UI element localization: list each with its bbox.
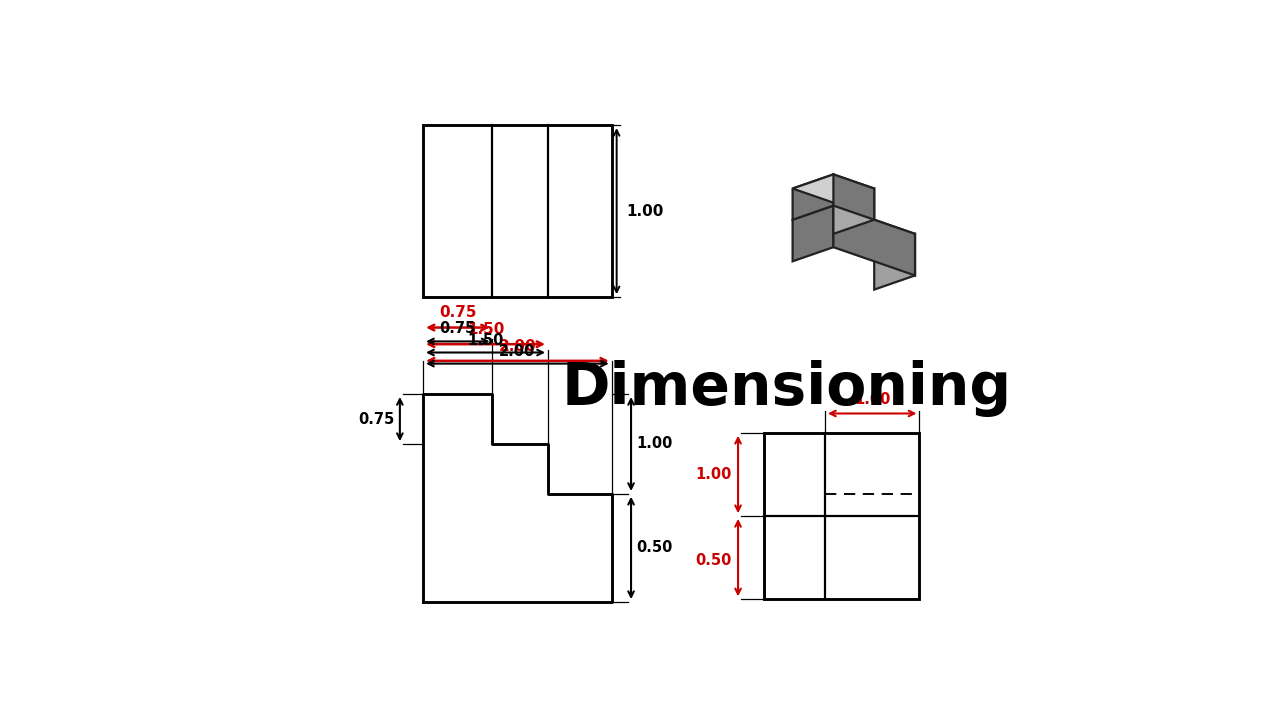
Polygon shape <box>874 234 915 289</box>
Polygon shape <box>792 174 833 220</box>
Text: 0.75: 0.75 <box>439 321 476 336</box>
Text: 1.00: 1.00 <box>695 467 731 482</box>
Bar <box>424 125 612 297</box>
Text: Dimensioning: Dimensioning <box>561 360 1011 417</box>
Text: 2.00: 2.00 <box>499 338 536 354</box>
Polygon shape <box>833 189 874 234</box>
Polygon shape <box>833 174 874 220</box>
Text: 1.50: 1.50 <box>467 333 504 348</box>
Text: 1.00: 1.00 <box>636 436 673 451</box>
Text: 2.00: 2.00 <box>499 343 535 359</box>
Text: 0.50: 0.50 <box>695 553 731 568</box>
Polygon shape <box>833 206 915 276</box>
Polygon shape <box>792 206 833 261</box>
Text: 1.50: 1.50 <box>467 322 504 337</box>
Text: 0.75: 0.75 <box>358 412 394 426</box>
Polygon shape <box>792 174 874 203</box>
Text: 1.00: 1.00 <box>854 392 891 408</box>
Polygon shape <box>833 220 915 248</box>
Bar <box>764 433 919 599</box>
Text: 0.50: 0.50 <box>636 541 673 555</box>
Text: 0.75: 0.75 <box>439 305 476 320</box>
Text: 1.00: 1.00 <box>627 204 664 219</box>
